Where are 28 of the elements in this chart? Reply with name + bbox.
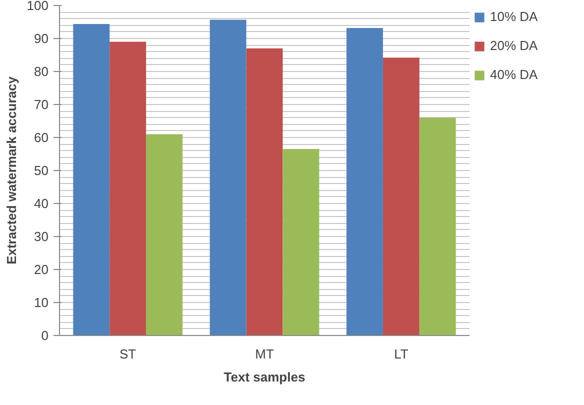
y-tick-label: 0	[41, 328, 49, 343]
legend-label: 20% DA	[490, 38, 539, 53]
bar	[419, 118, 456, 336]
bar	[210, 20, 246, 336]
y-tick-label: 10	[34, 295, 49, 310]
x-tick-label: LT	[394, 346, 408, 362]
y-tick-label: 30	[34, 229, 49, 244]
bar	[346, 28, 383, 336]
y-tick-label: 20	[34, 262, 49, 277]
x-tick-label: ST	[120, 346, 136, 362]
y-tick-label: 80	[34, 64, 49, 79]
y-tick-label: 50	[34, 163, 49, 178]
x-axis-title: Text samples	[224, 370, 306, 384]
legend-label: 40% DA	[490, 67, 539, 82]
bar	[382, 58, 420, 336]
bar	[246, 48, 283, 336]
y-tick-label: 100	[26, 0, 49, 13]
y-tick-label: 60	[34, 130, 49, 145]
y-tick-label: 70	[34, 97, 49, 112]
y-tick-label: 90	[34, 31, 49, 46]
y-axis-title: Extracted watermark accuracy	[4, 76, 19, 264]
bar	[282, 149, 320, 336]
legend-label: 10% DA	[490, 9, 539, 24]
bar	[146, 134, 182, 336]
x-tick-label: MT	[255, 346, 274, 362]
bar	[73, 24, 110, 336]
bar	[110, 42, 146, 336]
y-tick-label: 40	[34, 196, 49, 211]
